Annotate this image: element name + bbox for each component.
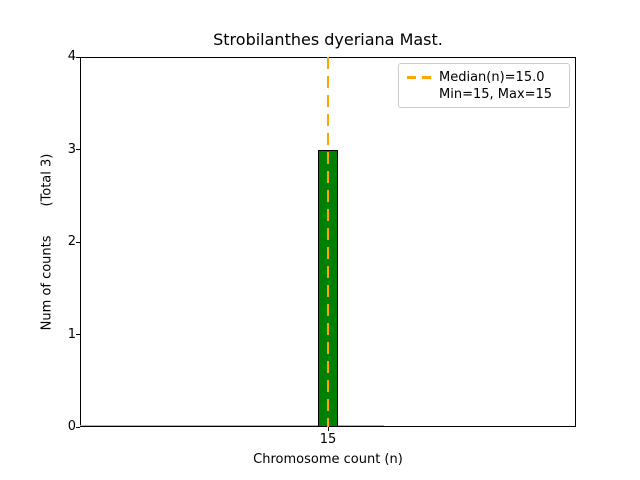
y-tick-label: 2 (67, 234, 76, 249)
legend-entry-minmax: Min=15, Max=15 (407, 86, 561, 102)
chart-title: Strobilanthes dyeriana Mast. (213, 30, 443, 49)
y-tick-mark (76, 56, 80, 58)
legend-median-label: Median(n)=15.0 (439, 69, 545, 85)
y-tick-mark (76, 241, 80, 243)
legend-minmax-label: Min=15, Max=15 (439, 86, 553, 102)
zero-count-baseline (80, 425, 385, 426)
y-tick-mark (76, 149, 80, 150)
legend-entry-median: Median(n)=15.0 (407, 69, 561, 85)
y-tick-mark (76, 334, 80, 335)
y-tick-label: 1 (67, 326, 76, 342)
median-dashed-line-sample-icon (407, 75, 431, 79)
y-tick-label: 3 (67, 141, 76, 157)
median-line (327, 57, 329, 427)
legend: Median(n)=15.0 Min=15, Max=15 (398, 63, 570, 108)
x-tick-mark (327, 427, 329, 431)
x-axis-label: Chromosome count (n) (253, 452, 403, 467)
y-tick-label: 4 (67, 49, 76, 64)
x-tick-label: 15 (319, 432, 337, 447)
y-tick-mark (76, 426, 80, 428)
y-tick-label: 0 (67, 419, 76, 434)
